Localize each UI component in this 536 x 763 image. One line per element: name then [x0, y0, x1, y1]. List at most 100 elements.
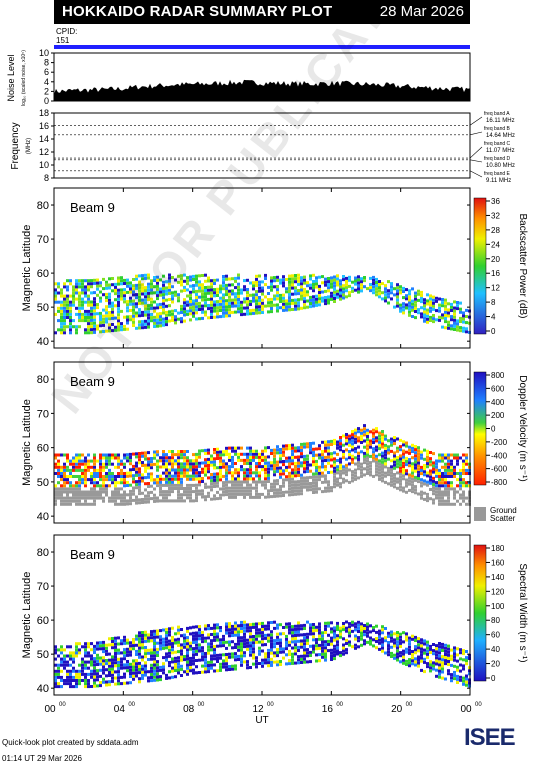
- echo-pixel: [69, 685, 72, 689]
- echo-pixel: [219, 653, 222, 657]
- echo-pixel: [243, 474, 246, 478]
- echo-pixel: [141, 461, 144, 464]
- echo-pixel: [405, 650, 408, 654]
- echo-pixel: [447, 472, 450, 475]
- echo-pixel: [255, 628, 258, 632]
- echo-pixel: [135, 486, 138, 490]
- echo-pixel: [279, 278, 282, 282]
- echo-pixel: [258, 302, 261, 306]
- echo-pixel: [456, 325, 459, 329]
- echo-pixel: [243, 462, 246, 465]
- echo-pixel: [294, 446, 297, 450]
- echo-pixel: [219, 496, 222, 500]
- echo-pixel: [87, 685, 90, 689]
- echo-pixel: [216, 457, 219, 460]
- echo-pixel: [150, 484, 153, 488]
- echo-pixel: [84, 685, 87, 689]
- echo-pixel: [426, 465, 429, 469]
- echo-pixel: [150, 297, 153, 301]
- echo-pixel: [162, 490, 165, 494]
- echo-pixel: [171, 468, 174, 472]
- echo-pixel: [399, 306, 402, 310]
- echo-pixel: [255, 659, 258, 663]
- echo-pixel: [243, 629, 246, 633]
- echo-pixel: [57, 282, 60, 286]
- echo-pixel: [222, 481, 225, 485]
- echo-pixel: [84, 316, 87, 319]
- echo-pixel: [276, 626, 279, 630]
- echo-pixel: [183, 639, 186, 643]
- echo-pixel: [177, 625, 180, 629]
- echo-pixel: [345, 448, 348, 452]
- echo-pixel: [396, 471, 399, 475]
- echo-pixel: [447, 314, 450, 318]
- echo-pixel: [399, 638, 402, 642]
- echo-pixel: [411, 462, 414, 466]
- echo-pixel: [297, 461, 300, 465]
- echo-pixel: [195, 293, 198, 296]
- echo-pixel: [327, 480, 330, 484]
- echo-pixel: [408, 445, 411, 449]
- echo-pixel: [171, 660, 174, 664]
- echo-pixel: [345, 439, 348, 443]
- echo-pixel: [345, 620, 348, 624]
- echo-pixel: [195, 643, 198, 647]
- echo-pixel: [429, 475, 432, 479]
- echo-pixel: [237, 630, 240, 634]
- echo-pixel: [75, 685, 78, 689]
- echo-pixel: [153, 645, 156, 649]
- echo-pixel: [429, 297, 432, 301]
- echo-pixel: [234, 492, 237, 496]
- echo-pixel: [318, 300, 321, 304]
- echo-pixel: [165, 313, 168, 317]
- echo-pixel: [330, 452, 333, 456]
- echo-pixel: [270, 279, 273, 283]
- echo-pixel: [237, 452, 240, 456]
- echo-pixel: [450, 309, 453, 312]
- echo-pixel: [144, 319, 147, 323]
- echo-pixel: [441, 316, 444, 320]
- echo-pixel: [93, 484, 96, 488]
- echo-pixel: [201, 670, 204, 674]
- echo-pixel: [150, 303, 153, 307]
- echo-pixel: [420, 450, 423, 454]
- echo-pixel: [195, 489, 198, 493]
- echo-pixel: [117, 304, 120, 307]
- echo-pixel: [243, 285, 246, 289]
- echo-pixel: [432, 667, 435, 671]
- echo-pixel: [108, 658, 111, 662]
- echo-pixel: [414, 460, 417, 464]
- echo-pixel: [150, 279, 153, 283]
- echo-pixel: [111, 658, 114, 662]
- echo-pixel: [300, 276, 303, 280]
- echo-pixel: [237, 658, 240, 661]
- echo-pixel: [462, 499, 465, 503]
- echo-pixel: [288, 471, 291, 475]
- echo-pixel: [462, 468, 465, 472]
- echo-pixel: [132, 290, 135, 294]
- echo-pixel: [87, 502, 90, 506]
- echo-pixel: [252, 656, 255, 660]
- echo-pixel: [60, 679, 63, 682]
- echo-pixel: [330, 455, 333, 459]
- echo-pixel: [300, 452, 303, 456]
- echo-pixel: [246, 483, 249, 487]
- echo-pixel: [444, 310, 447, 314]
- echo-pixel: [144, 295, 147, 299]
- echo-pixel: [231, 298, 234, 302]
- echo-pixel: [135, 296, 138, 300]
- time-tick-label: 12: [252, 704, 264, 715]
- echo-pixel: [324, 480, 327, 484]
- echo-pixel: [387, 292, 390, 296]
- echo-pixel: [276, 288, 279, 292]
- echo-pixel: [294, 292, 297, 296]
- echo-pixel: [84, 496, 87, 500]
- echo-pixel: [399, 475, 402, 479]
- echo-pixel: [207, 664, 210, 667]
- echo-pixel: [435, 462, 438, 466]
- echo-pixel: [225, 493, 228, 497]
- echo-pixel: [237, 486, 240, 490]
- echo-pixel: [444, 659, 447, 663]
- echo-pixel: [417, 455, 420, 459]
